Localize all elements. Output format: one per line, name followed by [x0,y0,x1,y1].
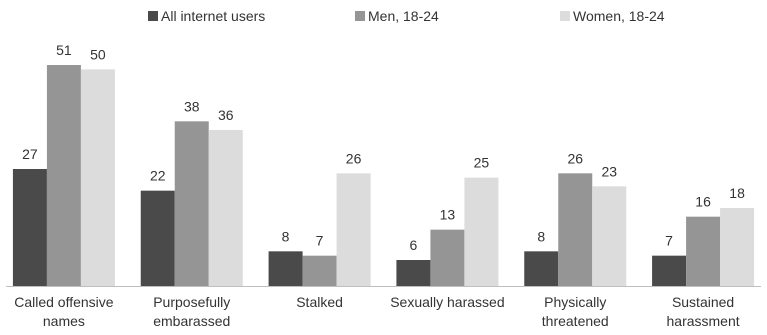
data-label-1-2: 7 [316,233,324,249]
legend-label-2: Women, 18-24 [573,8,665,24]
data-label-2-1: 36 [218,107,234,123]
legend-label-0: All internet users [161,8,265,24]
bar-2-1 [208,130,243,286]
bar-1-3 [430,229,465,286]
bar-0-1 [140,190,175,286]
data-label-1-1: 38 [184,98,200,114]
data-label-2-2: 26 [346,150,362,166]
chart-legend: All internet users Men, 18-24 Women, 18-24 [148,8,665,24]
x-axis-tick-labels: Called offensive names Purposefully embaras… [14,294,740,329]
legend-swatch-2 [560,11,570,21]
bar-1-2 [302,255,337,286]
bar-0-4 [524,251,559,286]
bar-0-3 [396,260,431,286]
bar-0-2 [268,251,303,286]
bar-1-4 [558,173,593,286]
bar-2-3 [464,177,499,286]
bar-0-5 [652,255,687,286]
bar-1-1 [174,121,209,286]
data-label-1-0: 51 [56,42,72,58]
x-tick-label-4: Physically threatened [542,294,609,329]
x-tick-label-1: Purposefully embarassed [153,294,230,329]
bar-1-5 [686,216,721,286]
data-label-0-4: 8 [537,228,545,244]
data-label-1-5: 16 [695,194,711,210]
bar-2-5 [720,208,755,286]
data-label-2-3: 25 [474,155,490,171]
data-label-1-4: 26 [567,150,583,166]
legend-swatch-0 [148,11,158,21]
data-label-0-1: 22 [150,168,166,184]
x-tick-label-2: Stalked [296,294,343,310]
data-label-0-2: 8 [282,228,290,244]
data-label-0-3: 6 [410,237,418,253]
bar-0-0 [12,169,47,286]
legend-swatch-1 [355,11,365,21]
data-label-0-0: 27 [22,146,38,162]
bar-2-4 [592,186,627,286]
x-tick-label-5: Sustained harassment [667,294,740,329]
data-label-2-0: 50 [90,46,106,62]
data-label-1-3: 13 [440,207,456,223]
data-label-0-5: 7 [665,233,673,249]
bars-group [12,65,755,286]
data-labels-group: 27 51 50 22 38 36 8 7 26 6 13 25 8 26 23 7 16 18 [22,42,745,253]
bar-1-0 [46,65,81,286]
x-tick-label-0: Called offensive names [14,294,114,329]
data-label-2-5: 18 [729,185,745,201]
x-tick-label-3: Sexually harassed [390,294,504,310]
legend-label-1: Men, 18-24 [368,8,439,24]
data-label-2-4: 23 [601,163,617,179]
bar-2-0 [80,69,115,286]
bar-2-2 [336,173,371,286]
